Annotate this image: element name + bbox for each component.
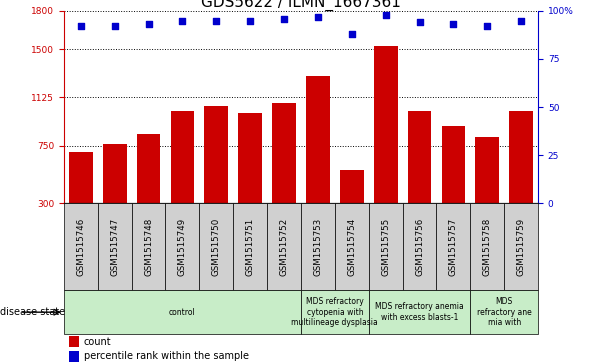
Bar bbox=[340, 170, 364, 242]
Bar bbox=[402, 203, 437, 290]
Bar bbox=[98, 203, 131, 290]
Text: GSM1515755: GSM1515755 bbox=[381, 218, 390, 276]
Bar bbox=[64, 290, 301, 334]
Point bbox=[381, 12, 390, 18]
Point bbox=[76, 23, 86, 29]
Text: GSM1515756: GSM1515756 bbox=[415, 218, 424, 276]
Bar bbox=[335, 203, 368, 290]
Bar bbox=[510, 111, 533, 242]
Text: count: count bbox=[84, 337, 111, 347]
Bar bbox=[441, 126, 465, 242]
Point bbox=[110, 23, 120, 29]
Bar bbox=[368, 290, 471, 334]
Point bbox=[212, 17, 221, 23]
Bar bbox=[69, 152, 92, 242]
Text: GSM1515758: GSM1515758 bbox=[483, 218, 492, 276]
Bar bbox=[272, 103, 296, 242]
Text: GSM1515749: GSM1515749 bbox=[178, 218, 187, 276]
Bar bbox=[504, 203, 538, 290]
Bar bbox=[306, 76, 330, 242]
Point bbox=[178, 17, 187, 23]
Bar bbox=[131, 203, 165, 290]
Bar bbox=[407, 111, 432, 242]
Bar bbox=[69, 351, 79, 362]
Point bbox=[143, 21, 153, 27]
Bar bbox=[267, 203, 301, 290]
Bar bbox=[301, 203, 335, 290]
Text: GSM1515752: GSM1515752 bbox=[280, 218, 289, 276]
Bar bbox=[69, 336, 79, 347]
Point bbox=[279, 16, 289, 21]
Text: GSM1515746: GSM1515746 bbox=[76, 218, 85, 276]
Bar bbox=[301, 290, 368, 334]
Text: GSM1515757: GSM1515757 bbox=[449, 218, 458, 276]
Text: GSM1515753: GSM1515753 bbox=[313, 218, 322, 276]
Point bbox=[516, 17, 526, 23]
Bar bbox=[204, 106, 228, 242]
Point bbox=[415, 20, 424, 25]
Bar bbox=[471, 290, 538, 334]
Point bbox=[313, 14, 323, 20]
Text: GSM1515759: GSM1515759 bbox=[517, 218, 526, 276]
Point bbox=[449, 21, 458, 27]
Text: MDS refractory
cytopenia with
multilineage dysplasia: MDS refractory cytopenia with multilinea… bbox=[291, 297, 378, 327]
Text: GSM1515747: GSM1515747 bbox=[110, 218, 119, 276]
Point bbox=[482, 23, 492, 29]
Bar bbox=[199, 203, 233, 290]
Point bbox=[347, 31, 357, 37]
Bar bbox=[475, 136, 499, 242]
Text: percentile rank within the sample: percentile rank within the sample bbox=[84, 351, 249, 361]
Text: GSM1515748: GSM1515748 bbox=[144, 218, 153, 276]
Bar bbox=[103, 144, 126, 242]
Text: GSM1515754: GSM1515754 bbox=[347, 218, 356, 276]
Bar bbox=[165, 203, 199, 290]
Bar bbox=[64, 203, 98, 290]
Bar bbox=[137, 134, 161, 242]
Bar bbox=[471, 203, 504, 290]
Bar bbox=[368, 203, 402, 290]
Title: GDS5622 / ILMN_1667361: GDS5622 / ILMN_1667361 bbox=[201, 0, 401, 11]
Point bbox=[245, 17, 255, 23]
Text: MDS
refractory ane
mia with: MDS refractory ane mia with bbox=[477, 297, 531, 327]
Bar bbox=[238, 114, 262, 242]
Text: disease state: disease state bbox=[0, 307, 65, 317]
Text: MDS refractory anemia
with excess blasts-1: MDS refractory anemia with excess blasts… bbox=[375, 302, 464, 322]
Text: control: control bbox=[169, 308, 196, 317]
Bar bbox=[437, 203, 471, 290]
Text: GSM1515750: GSM1515750 bbox=[212, 218, 221, 276]
Bar bbox=[170, 111, 194, 242]
Text: GSM1515751: GSM1515751 bbox=[246, 218, 255, 276]
Bar bbox=[233, 203, 267, 290]
Bar bbox=[374, 45, 398, 242]
